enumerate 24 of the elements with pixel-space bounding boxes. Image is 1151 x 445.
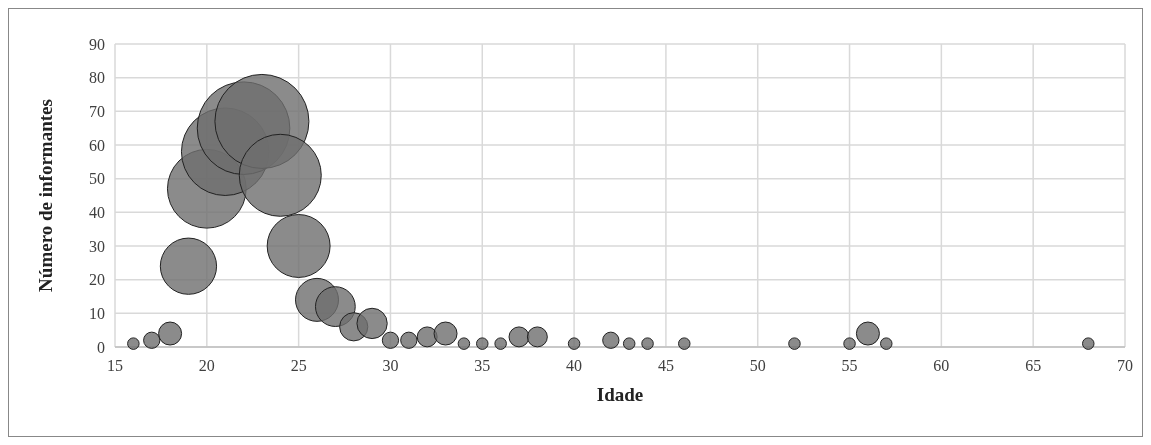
x-tick-label: 50 <box>749 357 766 374</box>
y-tick-label: 30 <box>89 237 105 255</box>
x-tick-label: 45 <box>657 357 674 374</box>
y-tick-label: 70 <box>89 102 105 120</box>
x-tick-label: 40 <box>566 357 583 374</box>
x-tick-label: 30 <box>382 357 399 374</box>
y-tick-label: 0 <box>97 338 105 356</box>
x-tick-label: 15 <box>107 357 123 374</box>
y-tick-label: 40 <box>89 203 105 221</box>
x-tick-label: 20 <box>198 357 215 374</box>
y-tick-label: 10 <box>89 304 105 322</box>
x-tick-label: 25 <box>290 357 307 374</box>
y-tick-label: 50 <box>89 170 105 188</box>
y-tick-label: 80 <box>89 69 105 87</box>
x-tick-label: 55 <box>841 357 858 374</box>
x-axis-title: Idade <box>596 384 644 405</box>
x-tick-label: 70 <box>1117 357 1133 374</box>
x-tick-label: 65 <box>1025 357 1042 374</box>
y-tick-label: 90 <box>89 35 105 53</box>
y-tick-label: 20 <box>89 271 105 289</box>
y-tick-label: 60 <box>89 136 105 154</box>
x-tick-label: 60 <box>933 357 950 374</box>
x-tick-label: 35 <box>474 357 491 374</box>
y-axis-title: Número de informantes <box>35 99 56 292</box>
